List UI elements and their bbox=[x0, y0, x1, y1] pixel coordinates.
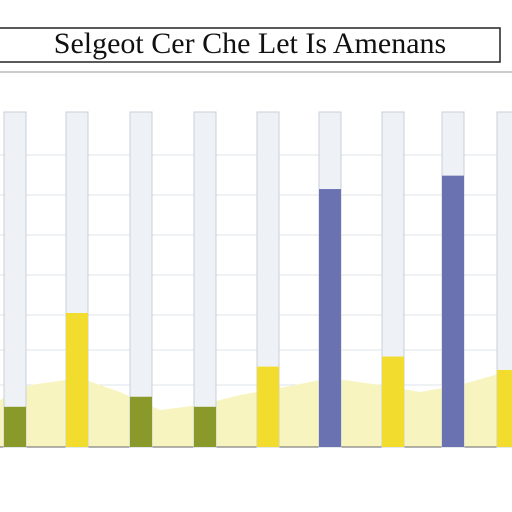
bar bbox=[497, 369, 512, 447]
bar bbox=[4, 406, 26, 447]
bar bbox=[257, 366, 279, 447]
bar bbox=[442, 175, 464, 447]
bar-track bbox=[193, 111, 217, 448]
bar bbox=[66, 313, 88, 447]
bar-track bbox=[3, 111, 27, 448]
bar bbox=[319, 189, 341, 448]
bar bbox=[194, 406, 216, 447]
bar bbox=[382, 356, 404, 447]
bar bbox=[130, 396, 152, 447]
chart-title: Selgeot Cer Che Let Is Amenans bbox=[54, 27, 446, 60]
title-box bbox=[0, 27, 501, 63]
